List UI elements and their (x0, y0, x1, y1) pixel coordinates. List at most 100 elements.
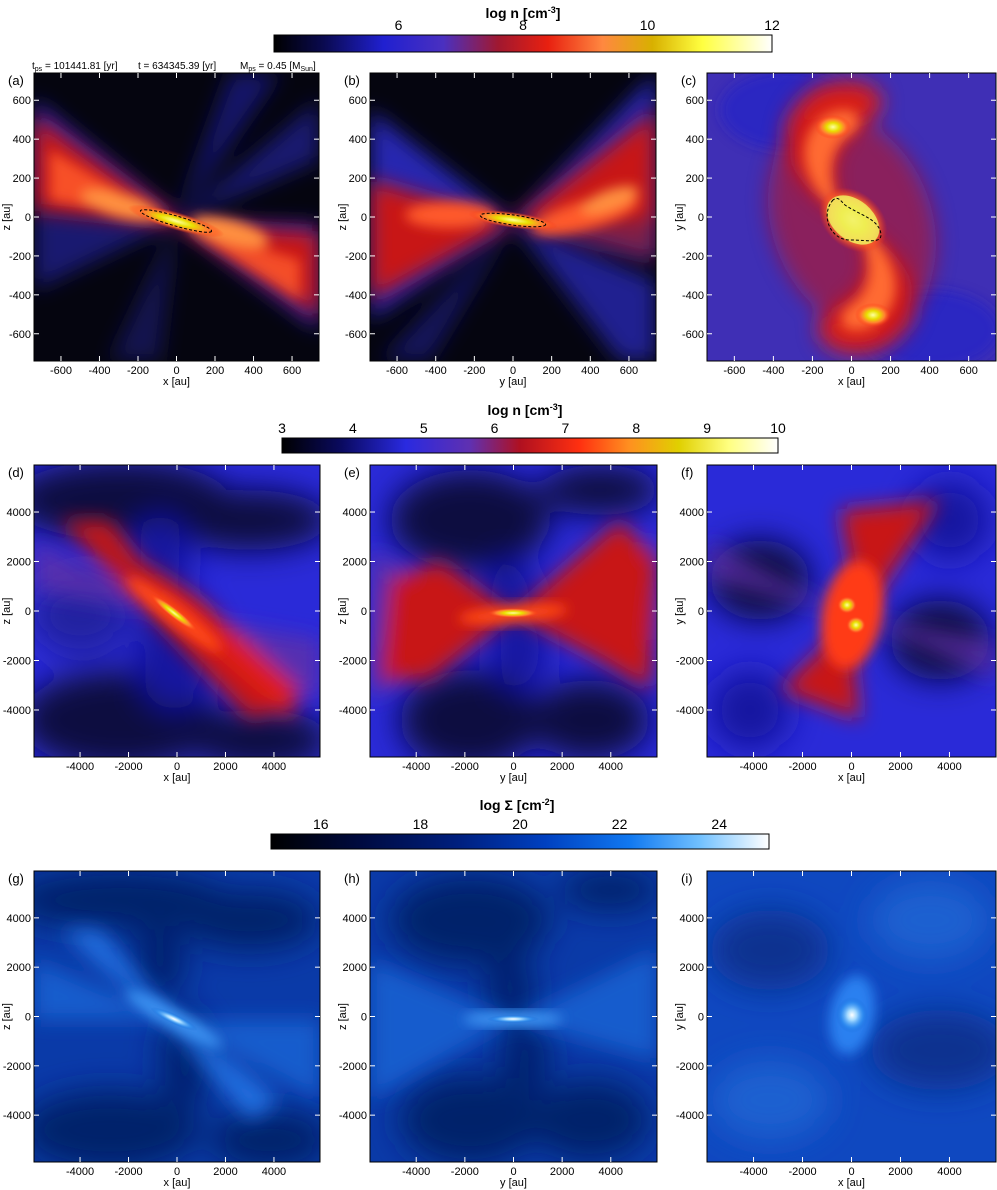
x-tick-label: -200 (127, 365, 149, 377)
x-tick-label: 2000 (213, 1166, 237, 1178)
x-axis-label: x [au] (164, 772, 191, 784)
y-tick-label: -2000 (339, 1061, 367, 1073)
y-tick-label: 0 (25, 212, 31, 224)
x-tick-label: -2000 (451, 1166, 479, 1178)
y-axis-label: y [au] (674, 204, 686, 231)
x-axis-label: y [au] (500, 772, 527, 784)
x-tick-label: -2000 (114, 1166, 142, 1178)
panel-a-axes: -600 -400 -200 0 200 400 600 600 400 200 0 -200 -400… (1, 72, 320, 388)
colorbar-1-gradient (273, 34, 773, 53)
y-tick-label: 2000 (343, 962, 367, 974)
x-tick-label: 4000 (599, 1166, 623, 1178)
y-tick-label: -400 (345, 290, 367, 302)
y-tick-label: 4000 (7, 507, 31, 519)
x-tick-label: 0 (174, 761, 180, 773)
x-tick-label: 400 (581, 365, 599, 377)
colorbar-1-tick-label: 10 (640, 17, 656, 33)
y-tick-label: -200 (9, 251, 31, 263)
y-tick-label: 4000 (343, 913, 367, 925)
y-tick-label: 600 (13, 95, 31, 107)
x-tick-label: -2000 (788, 1166, 816, 1178)
x-tick-label: -200 (463, 365, 485, 377)
colorbar-1-tick-label: 8 (519, 17, 527, 33)
y-axis-label: y [au] (674, 598, 686, 625)
x-tick-label: -4000 (739, 1166, 767, 1178)
y-tick-label: 0 (25, 1012, 31, 1024)
y-tick-label: -2000 (339, 655, 367, 667)
y-tick-label: 0 (698, 1012, 704, 1024)
x-tick-label: 2000 (888, 1166, 912, 1178)
colorbar-2-tick-label: 7 (562, 420, 570, 436)
panel-label: (c) (681, 73, 696, 88)
y-tick-label: 2000 (680, 557, 704, 569)
panel-g-image (34, 871, 320, 1162)
x-tick-label: 2000 (888, 761, 912, 773)
x-tick-label: -600 (723, 365, 745, 377)
colorbar-2-tick-label: 5 (420, 420, 428, 436)
panel-h-axes: -4000 -2000 0 2000 4000 4000 2000 0 -2000 -4000 y … (337, 870, 658, 1189)
x-tick-label: -4000 (66, 1166, 94, 1178)
x-tick-label: 0 (510, 761, 516, 773)
colorbar-1-tick-label: 6 (395, 17, 403, 33)
y-axis-label: y [au] (674, 1003, 686, 1030)
x-tick-label: -200 (801, 365, 823, 377)
panel-d-axes: -4000 -2000 0 2000 4000 4000 2000 0 -2000 -4000 x … (1, 464, 321, 784)
x-tick-label: -2000 (114, 761, 142, 773)
x-tick-label: 2000 (550, 1166, 574, 1178)
x-tick-label: -2000 (788, 761, 816, 773)
panel-i-image (707, 871, 996, 1162)
y-tick-label: -600 (682, 329, 704, 341)
colorbar-2-tick-label: 10 (770, 420, 786, 436)
x-tick-label: 200 (542, 365, 560, 377)
x-tick-label: 2000 (213, 761, 237, 773)
colorbar-2-tick-label: 8 (632, 420, 640, 436)
panel-e-image (370, 465, 657, 757)
y-tick-label: 2000 (680, 962, 704, 974)
x-tick-label: 4000 (937, 1166, 961, 1178)
y-axis-label: z [au] (1, 204, 13, 231)
y-axis-label: z [au] (1, 598, 13, 625)
x-tick-label: 4000 (262, 1166, 286, 1178)
x-tick-label: 600 (620, 365, 638, 377)
x-axis-label: x [au] (838, 772, 865, 784)
colorbar-3: log Σ [cm-2] 16 18 20 22 24 (270, 797, 770, 850)
x-tick-label: 0 (848, 1166, 854, 1178)
y-tick-label: 400 (686, 134, 704, 146)
x-axis-label: x [au] (163, 376, 190, 388)
x-axis-label: y [au] (500, 1177, 527, 1189)
panel-label: (e) (344, 465, 360, 480)
colorbar-2-tick-label: 4 (349, 420, 357, 436)
y-axis-label: z [au] (1, 1003, 13, 1030)
colorbar-1-tick-label: 12 (764, 17, 780, 33)
y-tick-label: 200 (686, 173, 704, 185)
y-tick-label: -2000 (3, 1061, 31, 1073)
panel-g-axes: -4000 -2000 0 2000 4000 4000 2000 0 -2000 -4000 x … (1, 870, 321, 1189)
y-tick-label: 2000 (7, 962, 31, 974)
y-tick-label: -200 (345, 251, 367, 263)
y-tick-label: 400 (13, 134, 31, 146)
x-tick-label: -400 (762, 365, 784, 377)
x-tick-label: -600 (50, 365, 72, 377)
colorbar-2: log n [cm-3] 3 4 5 6 7 8 9 10 (278, 402, 786, 454)
x-tick-label: 600 (283, 365, 301, 377)
colorbar-3-tick-label: 18 (413, 816, 429, 832)
x-tick-label: 4000 (599, 761, 623, 773)
y-tick-label: 0 (698, 606, 704, 618)
y-axis-label: z [au] (337, 598, 349, 625)
x-tick-label: 0 (510, 1166, 516, 1178)
x-tick-label: -4000 (402, 1166, 430, 1178)
y-tick-label: -4000 (3, 1110, 31, 1122)
protostar-mass: Mps = 0.45 [MSun] (240, 61, 316, 73)
y-tick-label: 200 (13, 173, 31, 185)
colorbar-3-tick-label: 20 (512, 816, 528, 832)
x-tick-label: 200 (206, 365, 224, 377)
protostar-age: tps = 101441.81 [yr] (32, 61, 118, 73)
x-tick-label: 0 (174, 1166, 180, 1178)
y-tick-label: 2000 (343, 557, 367, 569)
y-tick-label: -200 (682, 251, 704, 263)
colorbar-1-title: log n [cm-3] (486, 5, 561, 21)
time-mass-info: tps = 101441.81 [yr] t = 634345.39 [yr] … (32, 61, 316, 73)
x-tick-label: -4000 (66, 761, 94, 773)
panel-label: (f) (681, 465, 693, 480)
colorbar-3-tick-label: 22 (612, 816, 628, 832)
